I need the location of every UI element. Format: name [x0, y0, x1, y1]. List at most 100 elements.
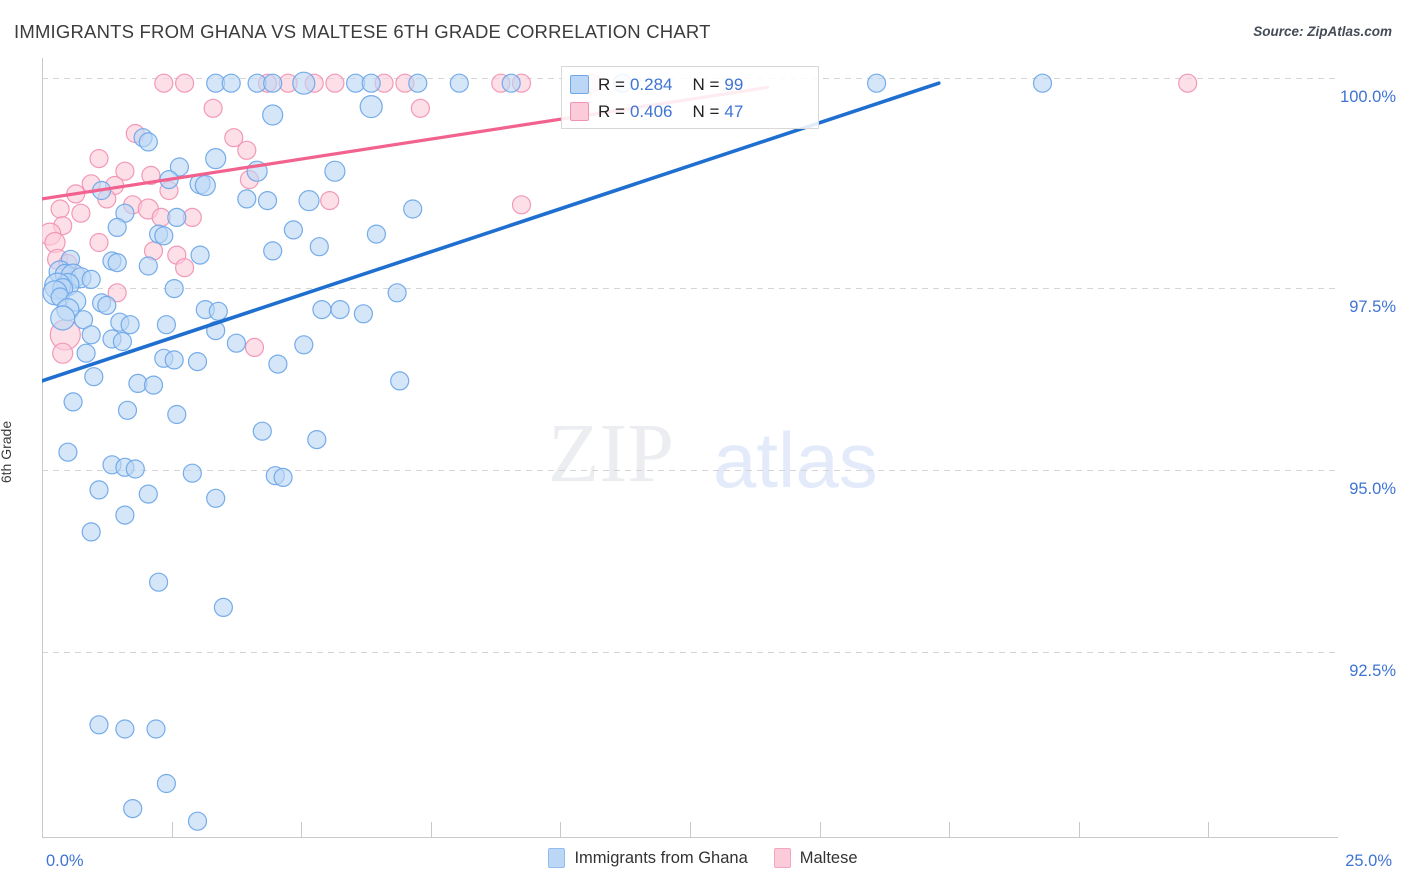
data-point[interactable]: [237, 189, 257, 209]
data-point[interactable]: [353, 304, 373, 324]
data-point[interactable]: [298, 190, 320, 212]
data-point[interactable]: [359, 94, 383, 119]
data-point[interactable]: [52, 342, 74, 364]
correlation-stats-box: R = 0.284 N = 99 R = 0.406 N = 47: [561, 66, 819, 129]
data-point[interactable]: [387, 283, 407, 303]
data-point[interactable]: [123, 798, 143, 819]
data-point[interactable]: [125, 459, 145, 479]
data-point[interactable]: [325, 73, 345, 93]
data-point[interactable]: [89, 480, 109, 500]
data-point[interactable]: [58, 442, 78, 462]
data-point[interactable]: [146, 719, 166, 739]
data-point[interactable]: [194, 174, 216, 197]
data-point[interactable]: [309, 237, 329, 257]
data-point[interactable]: [115, 161, 135, 181]
data-point[interactable]: [312, 300, 332, 320]
data-point[interactable]: [89, 715, 109, 735]
data-point[interactable]: [213, 597, 233, 618]
data-point[interactable]: [154, 73, 174, 93]
data-point[interactable]: [208, 301, 228, 321]
data-point[interactable]: [156, 315, 177, 335]
data-point[interactable]: [511, 195, 532, 215]
data-point[interactable]: [361, 73, 381, 93]
data-point[interactable]: [307, 430, 327, 450]
data-point[interactable]: [273, 467, 293, 487]
data-point[interactable]: [89, 148, 109, 169]
data-point[interactable]: [115, 505, 135, 525]
data-point[interactable]: [408, 73, 428, 93]
data-point[interactable]: [203, 98, 223, 118]
data-point[interactable]: [120, 315, 140, 335]
data-point[interactable]: [156, 773, 177, 794]
data-point[interactable]: [107, 217, 127, 237]
data-point[interactable]: [292, 71, 316, 95]
data-point[interactable]: [175, 73, 195, 93]
data-point[interactable]: [190, 245, 210, 265]
data-point[interactable]: [257, 191, 278, 211]
data-point[interactable]: [138, 484, 158, 504]
data-point[interactable]: [175, 258, 195, 278]
data-point[interactable]: [1178, 73, 1198, 93]
data-point[interactable]: [283, 220, 303, 240]
data-point[interactable]: [148, 572, 169, 592]
data-point[interactable]: [187, 352, 208, 372]
data-point[interactable]: [320, 191, 340, 211]
data-point[interactable]: [81, 325, 101, 345]
data-point[interactable]: [449, 73, 469, 93]
data-point[interactable]: [205, 147, 227, 170]
data-point[interactable]: [294, 335, 314, 355]
data-point[interactable]: [237, 140, 257, 160]
data-point[interactable]: [169, 157, 189, 177]
data-point[interactable]: [50, 199, 70, 219]
n-label-maltese: N =: [692, 101, 720, 121]
data-point[interactable]: [268, 354, 288, 374]
data-point[interactable]: [501, 73, 521, 93]
data-point[interactable]: [97, 295, 117, 315]
data-point[interactable]: [138, 132, 158, 152]
data-point[interactable]: [117, 400, 138, 420]
data-point[interactable]: [263, 73, 283, 93]
data-point[interactable]: [866, 73, 887, 93]
data-point[interactable]: [226, 333, 246, 353]
data-point[interactable]: [330, 300, 350, 320]
data-point[interactable]: [167, 404, 187, 425]
data-point[interactable]: [263, 241, 283, 261]
data-point[interactable]: [81, 269, 101, 289]
data-point[interactable]: [324, 160, 346, 182]
data-point[interactable]: [224, 128, 244, 148]
data-point[interactable]: [107, 283, 127, 303]
data-point[interactable]: [63, 392, 83, 412]
data-point[interactable]: [164, 279, 184, 299]
data-point[interactable]: [390, 371, 410, 391]
data-point[interactable]: [262, 104, 284, 126]
data-point[interactable]: [154, 226, 174, 246]
data-point[interactable]: [187, 811, 208, 831]
data-point[interactable]: [115, 719, 135, 739]
data-point[interactable]: [89, 232, 109, 253]
n-label-ghana: N =: [692, 74, 720, 94]
data-point[interactable]: [182, 463, 202, 483]
data-point[interactable]: [71, 203, 91, 223]
legend-item-ghana[interactable]: Immigrants from Ghana: [548, 848, 748, 868]
data-point[interactable]: [167, 207, 187, 227]
data-point[interactable]: [76, 343, 96, 363]
data-point[interactable]: [107, 253, 127, 273]
data-point[interactable]: [112, 331, 133, 352]
data-point[interactable]: [403, 199, 423, 219]
data-point[interactable]: [81, 522, 101, 542]
data-point[interactable]: [73, 310, 94, 330]
data-point[interactable]: [50, 305, 76, 331]
data-point[interactable]: [410, 98, 430, 118]
data-point[interactable]: [252, 421, 272, 441]
data-point[interactable]: [244, 337, 265, 357]
data-point[interactable]: [1032, 73, 1053, 93]
data-point[interactable]: [366, 224, 386, 244]
data-point[interactable]: [84, 367, 104, 387]
data-point[interactable]: [164, 350, 184, 370]
data-point[interactable]: [221, 73, 241, 93]
data-point[interactable]: [143, 375, 164, 395]
trendline-ghana: [42, 81, 941, 383]
data-point[interactable]: [206, 488, 226, 508]
data-point[interactable]: [138, 256, 158, 276]
legend-item-maltese[interactable]: Maltese: [773, 848, 858, 868]
